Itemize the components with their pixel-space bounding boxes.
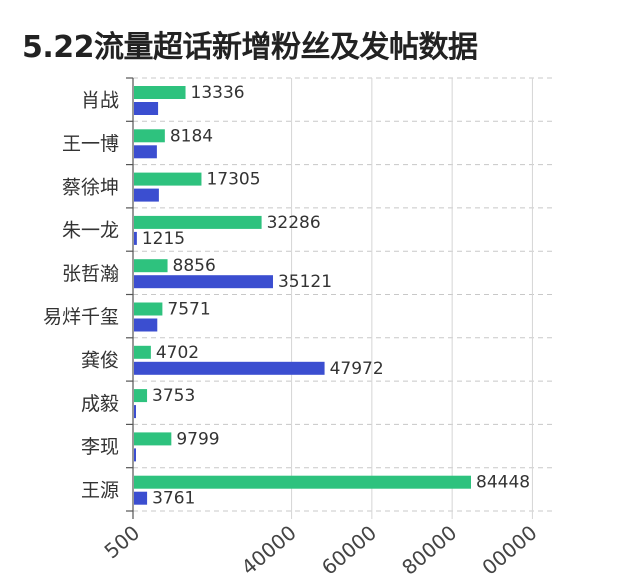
data-label: 84448	[476, 473, 530, 493]
data-label: 9799	[176, 429, 219, 449]
bar-green	[134, 302, 163, 316]
bar-green	[134, 475, 471, 489]
bar-blue	[134, 188, 159, 202]
data-label: 35121	[278, 272, 332, 292]
x-tick-label: 40000	[237, 520, 301, 575]
x-tick-label: 500	[100, 520, 145, 563]
bar-green	[134, 389, 148, 403]
bar-green	[134, 432, 172, 446]
category-label: 朱一龙	[62, 220, 119, 242]
bar-blue	[134, 102, 159, 115]
bar-blue	[134, 361, 325, 375]
axes	[126, 77, 134, 519]
category-label: 龚俊	[81, 349, 119, 371]
category-label: 肖战	[81, 90, 119, 112]
grid-lines	[133, 77, 552, 519]
data-label: 4702	[156, 343, 199, 363]
data-label: 7571	[167, 300, 210, 320]
category-label: 张哲瀚	[62, 263, 119, 285]
category-label: 易烊千玺	[43, 306, 119, 328]
bars	[134, 86, 471, 505]
x-tick-label: 80000	[397, 520, 461, 575]
bar-blue	[134, 145, 157, 159]
x-tick-label: 00000	[477, 520, 541, 575]
category-label: 蔡徐坤	[62, 176, 119, 198]
data-label: 8856	[173, 256, 216, 276]
data-label: 8184	[170, 126, 213, 146]
bar-green	[134, 345, 151, 359]
bar-green	[134, 129, 165, 143]
x-tick-labels: 500 40000 60000 80000 00000	[100, 520, 542, 575]
data-label: 32286	[267, 213, 321, 233]
category-label: 李现	[81, 436, 119, 458]
data-label: 47972	[330, 359, 384, 379]
chart-title: 5.22流量超话新增粉丝及发帖数据	[22, 30, 478, 65]
bar-blue	[134, 231, 137, 245]
bar-green	[134, 172, 202, 186]
category-label: 王源	[81, 479, 119, 501]
bar-blue	[134, 275, 273, 289]
data-label: 3761	[152, 489, 195, 509]
data-label: 13336	[191, 83, 245, 103]
data-label: 17305	[206, 170, 260, 190]
bar-green	[134, 259, 168, 273]
data-labels: 肖战 13336 王一博 8184 蔡徐坤 17305 朱一龙 32286 1215 张哲瀚 885…	[43, 83, 530, 509]
x-tick-label: 60000	[317, 520, 381, 575]
category-label: 成毅	[81, 393, 119, 415]
bar-blue	[134, 318, 158, 332]
bar-green	[134, 86, 186, 99]
bar-green	[134, 215, 262, 229]
bar-blue	[134, 448, 136, 462]
data-label: 3753	[152, 386, 195, 406]
bar-blue	[134, 491, 148, 505]
data-label: 1215	[142, 229, 185, 249]
category-label: 王一博	[62, 133, 119, 155]
bar-blue	[134, 405, 136, 419]
